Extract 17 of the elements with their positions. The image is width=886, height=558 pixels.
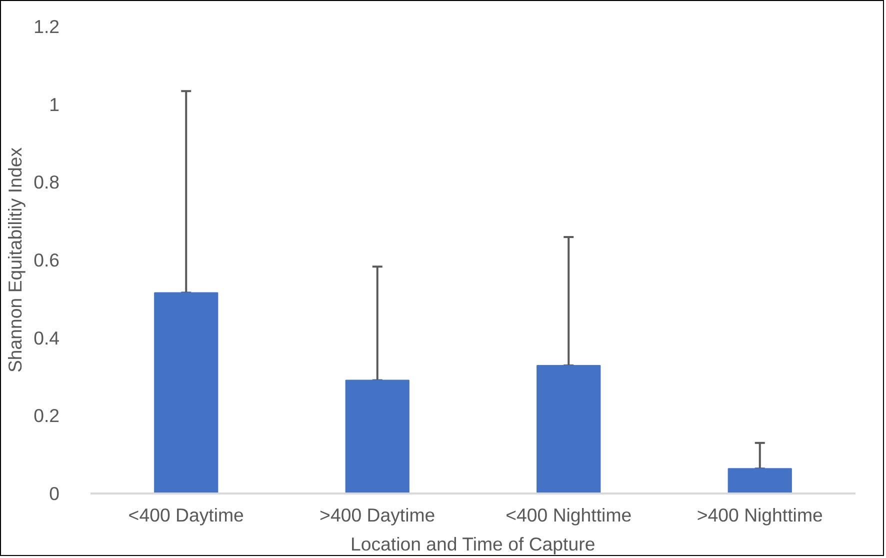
y-tick-label: 0.4 [34,327,60,348]
y-tick-label: 0.2 [34,405,60,426]
x-tick-label: >400 Nighttime [696,504,823,526]
x-tick-label: >400 Daytime [320,504,436,526]
x-tick-label: <400 Nighttime [506,504,632,526]
bar [728,468,792,494]
y-tick-label: 1 [49,94,60,115]
y-tick-label: 0.6 [34,250,60,270]
x-tick-label: <400 Daytime [128,504,244,526]
y-tick-label: 0.8 [34,172,60,193]
bar [345,380,410,494]
y-tick-label: 1.2 [34,16,60,37]
x-axis-title: Location and Time of Capture [350,534,596,554]
y-axis-title: Shannon Equitabilitiy Index [4,146,26,373]
bar [536,364,601,494]
bar [154,292,218,494]
y-tick-label: 0 [49,483,60,504]
